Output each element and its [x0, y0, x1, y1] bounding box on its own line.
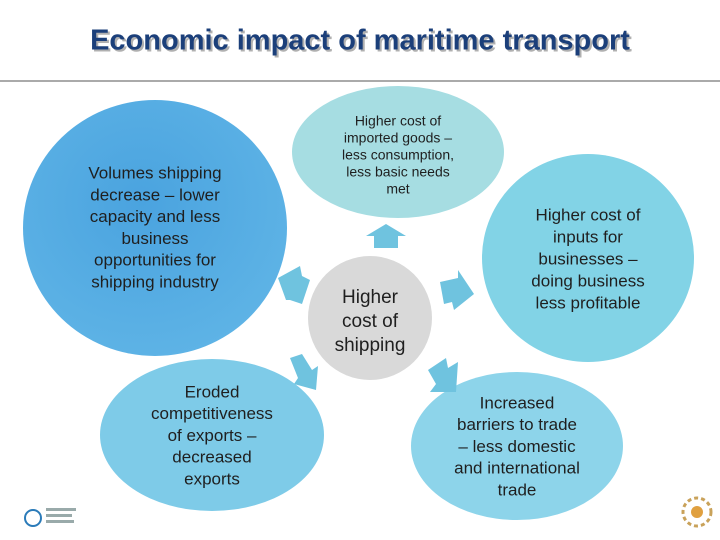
node-label: decrease – lower — [90, 185, 220, 204]
node-label: Higher cost of — [355, 113, 441, 129]
node-label: exports — [184, 469, 240, 488]
node-label: – less domestic — [458, 437, 576, 456]
node-label: Higher — [342, 287, 399, 308]
node-label: decreased — [172, 448, 251, 467]
node-circle — [100, 359, 324, 511]
node-label: Higher cost of — [536, 205, 641, 224]
node-label: Eroded — [185, 382, 240, 401]
node-label: business — [121, 229, 188, 248]
node-label: of exports – — [168, 426, 257, 445]
title-shadow: Economic impact of maritime transport — [92, 27, 632, 59]
node-circle — [482, 154, 694, 362]
node-label: imported goods – — [344, 130, 452, 146]
node-label: and international — [454, 459, 580, 478]
node-label: opportunities for — [94, 251, 216, 270]
arrows — [278, 224, 474, 392]
arrow — [278, 266, 310, 304]
title: Economic impact of maritime transport — [90, 25, 630, 57]
arrow — [366, 224, 406, 248]
node-label: doing business — [531, 271, 644, 290]
node-circle — [292, 86, 504, 218]
node-label: met — [386, 181, 409, 197]
node-label: less basic needs — [346, 164, 450, 180]
node-label: less profitable — [536, 293, 641, 312]
node-label: trade — [498, 480, 537, 499]
node-label: shipping — [335, 335, 406, 356]
node-label: Increased — [480, 393, 555, 412]
node-label: inputs for — [553, 227, 623, 246]
arrow — [290, 354, 318, 390]
node-label: cost of — [342, 311, 399, 332]
arrow — [440, 270, 474, 310]
center-circle — [308, 256, 432, 380]
node-label: businesses – — [538, 249, 638, 268]
node-label: barriers to trade — [457, 415, 577, 434]
node-circle — [411, 372, 623, 520]
logo-right — [681, 496, 713, 528]
logo-left — [24, 508, 76, 527]
node-label: competitiveness — [151, 404, 273, 423]
node-label: less consumption, — [342, 147, 454, 163]
node-circle — [23, 100, 287, 356]
node-label: shipping industry — [91, 272, 219, 291]
arrow — [428, 358, 458, 392]
node-label: Volumes shipping — [88, 163, 221, 182]
node-label: capacity and less — [90, 207, 220, 226]
